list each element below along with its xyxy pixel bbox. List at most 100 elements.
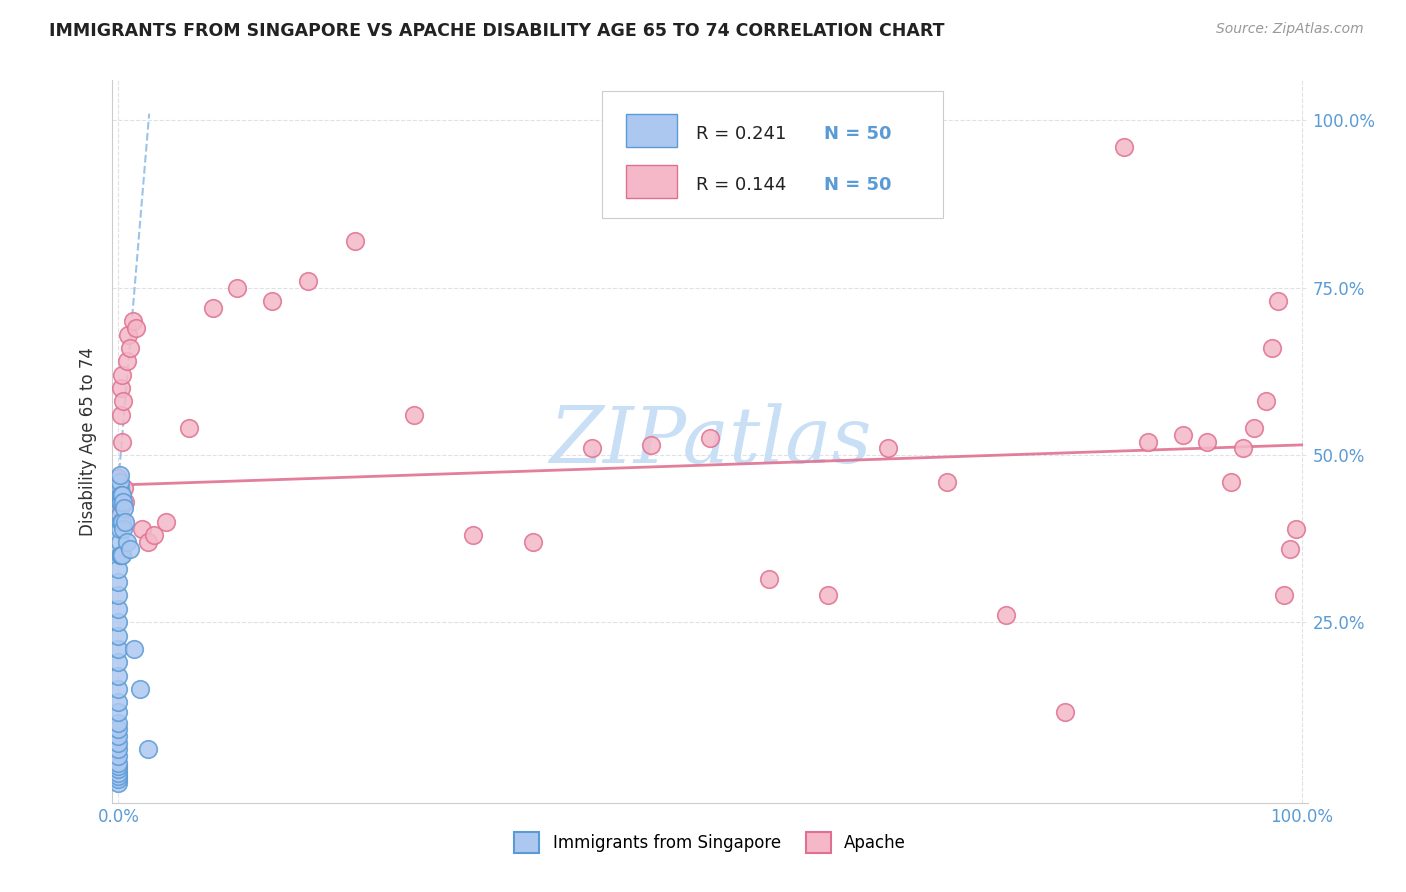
Point (111, 368, 134, 382)
Point (107, 562, 129, 576)
Point (110, 494, 132, 508)
Point (699, 431, 721, 445)
Point (876, 442, 898, 455)
FancyBboxPatch shape (627, 165, 676, 198)
Point (108, 521, 131, 535)
Point (107, 628, 129, 642)
Point (117, 327, 139, 342)
Point (1272, 589, 1295, 603)
Point (120, 541, 142, 556)
Point (344, 234, 367, 248)
Point (136, 535, 159, 549)
Point (114, 494, 136, 508)
Point (107, 615, 129, 630)
Point (107, 762, 129, 776)
Point (994, 608, 1017, 623)
Point (935, 475, 957, 489)
Point (111, 434, 134, 449)
Point (108, 482, 131, 496)
Point (111, 548, 134, 563)
Point (107, 765, 129, 780)
Point (110, 488, 132, 502)
Point (112, 494, 135, 508)
Point (108, 535, 131, 549)
Point (115, 354, 138, 368)
Point (1256, 394, 1278, 409)
Point (107, 696, 129, 710)
Text: R = 0.241: R = 0.241 (696, 126, 786, 144)
Point (110, 515, 132, 529)
Point (1195, 434, 1218, 449)
Point (121, 314, 143, 328)
Point (107, 642, 129, 657)
Point (1267, 294, 1289, 309)
Point (107, 723, 129, 737)
Point (110, 408, 132, 422)
Text: N = 50: N = 50 (824, 126, 891, 144)
Point (136, 742, 159, 756)
Point (112, 501, 135, 516)
Point (1219, 475, 1241, 489)
Point (107, 575, 129, 590)
Point (225, 281, 247, 295)
Point (107, 602, 129, 616)
Point (107, 729, 129, 743)
Point (1053, 706, 1076, 720)
Point (107, 756, 129, 770)
Point (640, 438, 662, 452)
Point (108, 494, 131, 508)
Point (110, 548, 132, 563)
Point (1173, 428, 1195, 442)
Point (108, 467, 131, 482)
Point (107, 471, 129, 485)
Point (108, 508, 131, 523)
Point (1232, 442, 1254, 455)
Point (107, 715, 129, 730)
Point (115, 535, 138, 549)
Point (463, 528, 485, 542)
Point (262, 294, 284, 309)
Point (111, 488, 134, 502)
Point (107, 706, 129, 720)
Point (112, 482, 135, 496)
Point (817, 589, 839, 603)
Point (297, 274, 319, 288)
Point (142, 528, 165, 542)
Point (179, 421, 201, 435)
Point (131, 521, 153, 535)
Point (107, 772, 129, 787)
Point (107, 742, 129, 756)
Point (107, 776, 129, 790)
Point (108, 488, 131, 502)
Point (1114, 140, 1136, 154)
Point (111, 515, 134, 529)
Point (1278, 541, 1301, 556)
Point (107, 769, 129, 783)
Point (122, 642, 145, 657)
Point (128, 682, 150, 697)
Point (1261, 341, 1284, 355)
Point (107, 749, 129, 764)
Point (112, 394, 135, 409)
Y-axis label: Disability Age 65 to 74: Disability Age 65 to 74 (79, 347, 97, 536)
Point (110, 381, 132, 395)
Point (1243, 421, 1265, 435)
Point (120, 341, 142, 355)
Point (114, 515, 136, 529)
Text: R = 0.144: R = 0.144 (696, 176, 786, 194)
Legend: Immigrants from Singapore, Apache: Immigrants from Singapore, Apache (508, 826, 912, 860)
Point (107, 655, 129, 669)
Point (107, 682, 129, 697)
Text: IMMIGRANTS FROM SINGAPORE VS APACHE DISABILITY AGE 65 TO 74 CORRELATION CHART: IMMIGRANTS FROM SINGAPORE VS APACHE DISA… (49, 22, 945, 40)
Text: ZIPatlas: ZIPatlas (548, 403, 872, 480)
Point (107, 759, 129, 773)
Point (155, 515, 177, 529)
Point (112, 521, 135, 535)
Point (108, 501, 131, 516)
Point (108, 475, 131, 489)
Point (1285, 521, 1308, 535)
Point (581, 442, 603, 455)
FancyBboxPatch shape (603, 91, 943, 218)
Point (125, 321, 148, 335)
Point (107, 669, 129, 683)
